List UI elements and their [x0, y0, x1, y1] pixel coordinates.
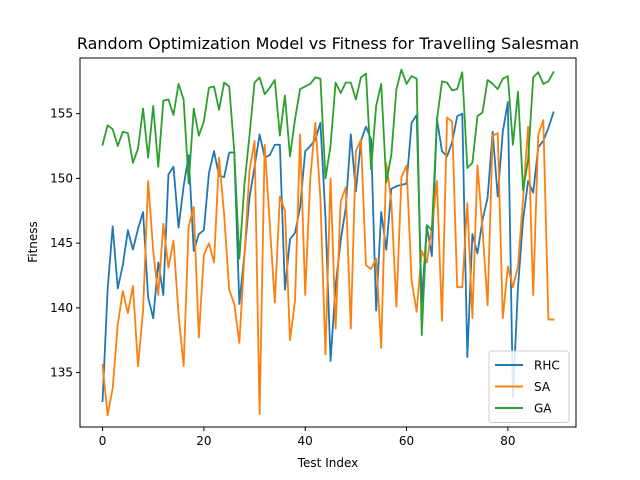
legend-label-ga: GA — [534, 402, 552, 416]
x-tick-label: 40 — [298, 434, 313, 448]
series-line-sa — [101, 116, 555, 417]
x-axis-ticks: 0 20 40 60 80 — [99, 427, 515, 448]
series-layer — [101, 68, 555, 417]
x-tick-label: 0 — [99, 434, 107, 448]
x-tick-label: 20 — [196, 434, 211, 448]
plot-frame — [79, 57, 577, 428]
legend-label-rhc: RHC — [534, 359, 560, 373]
y-tick-label: 150 — [50, 171, 73, 185]
y-tick-label: 135 — [50, 366, 73, 380]
legend-box — [488, 350, 570, 423]
chart-title: Random Optimization Model vs Fitness for… — [77, 34, 579, 53]
y-axis-ticks: 135 140 145 150 155 — [50, 107, 80, 380]
x-tick-label: 80 — [500, 434, 515, 448]
legend-label-sa: SA — [534, 380, 551, 394]
y-axis-label: Fitness — [26, 221, 40, 263]
legend: RHC SA GA — [488, 350, 570, 423]
y-tick-label: 140 — [50, 301, 73, 315]
y-tick-label: 145 — [50, 236, 73, 250]
x-axis-label: Test Index — [297, 456, 358, 470]
series-line-ga — [101, 68, 555, 336]
y-tick-label: 155 — [50, 107, 73, 121]
x-tick-label: 60 — [399, 434, 414, 448]
